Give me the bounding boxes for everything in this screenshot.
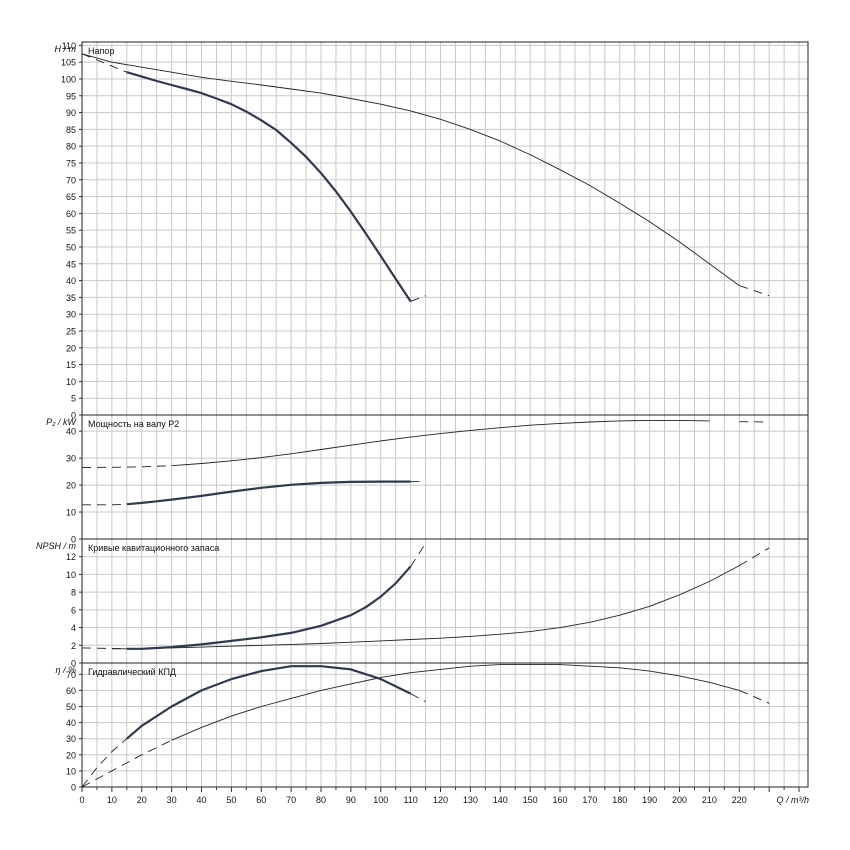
y-tick-label: 40 [66, 718, 76, 728]
y-tick-label: 55 [66, 226, 76, 236]
y-tick-label: 5 [71, 394, 76, 404]
curve-dashed-segment [81, 53, 127, 73]
y-tick-label: 95 [66, 91, 76, 101]
curve-dashed-segment [81, 739, 172, 788]
curve-line-thick [126, 71, 412, 303]
y-tick-label: 70 [66, 175, 76, 185]
y-tick-label: 6 [71, 605, 76, 615]
curve-dashed-segment [410, 295, 426, 302]
y-tick-label: 60 [66, 686, 76, 696]
x-tick-label: 90 [346, 795, 356, 805]
y-tick-label: 35 [66, 293, 76, 303]
y-tick-label: 4 [71, 623, 76, 633]
y-tick-label: 50 [66, 242, 76, 252]
curve-dashed-segment [739, 547, 770, 566]
curve-line-thick [126, 565, 412, 650]
y-tick-label: 40 [66, 276, 76, 286]
panel-title: Напор [88, 46, 114, 56]
y-tick-label: 10 [66, 766, 76, 776]
y-tick-label: 60 [66, 209, 76, 219]
y-axis-label: NPSH / m [36, 541, 77, 551]
x-tick-label: 190 [642, 795, 657, 805]
panel-frames [79, 41, 809, 792]
y-tick-label: 0 [71, 783, 76, 793]
curves [81, 53, 770, 788]
curve-line-thick [126, 480, 411, 506]
y-axis-label: η / % [55, 665, 76, 675]
x-tick-label: 20 [137, 795, 147, 805]
curve-dashed-segment [739, 689, 770, 704]
x-tick-label: 80 [316, 795, 326, 805]
x-tick-label: 100 [373, 795, 388, 805]
y-tick-label: 75 [66, 158, 76, 168]
y-tick-label: 50 [66, 702, 76, 712]
x-tick-label: 10 [107, 795, 117, 805]
panel-title: Гидравлический КПД [88, 667, 176, 677]
y-tick-label: 30 [66, 734, 76, 744]
panel-title: Мощность на валу P2 [88, 419, 179, 429]
curve-dashed-segment [410, 693, 426, 702]
y-tick-label: 30 [66, 310, 76, 320]
y-tick-label: 105 [61, 58, 76, 68]
x-tick-label: 140 [493, 795, 508, 805]
y-tick-label: 100 [61, 74, 76, 84]
curve-line-thin [171, 664, 740, 741]
x-tick-label: 220 [732, 795, 747, 805]
y-tick-label: 70 [66, 670, 76, 680]
y-tick-label: 0 [71, 659, 76, 669]
curve-line-thin [171, 419, 710, 467]
x-tick-label: 120 [433, 795, 448, 805]
x-tick-label: 0 [79, 795, 84, 805]
labels: 0510152025303540455055606570758085909510… [36, 41, 809, 805]
y-tick-label: 8 [71, 588, 76, 598]
x-axis-label: Q / m³/h [776, 795, 809, 805]
x-tick-label: 50 [226, 795, 236, 805]
x-tick-label: 60 [256, 795, 266, 805]
panel-frame [81, 662, 809, 788]
x-tick-label: 200 [672, 795, 687, 805]
y-tick-label: 12 [66, 552, 76, 562]
y-tick-label: 0 [71, 535, 76, 545]
y-tick-label: 80 [66, 142, 76, 152]
curve-line-thick [126, 665, 412, 740]
x-tick-label: 210 [702, 795, 717, 805]
y-tick-label: 20 [66, 750, 76, 760]
grid [82, 42, 808, 787]
y-tick-label: 45 [66, 259, 76, 269]
y-tick-label: 90 [66, 108, 76, 118]
curve-dashed-segment [739, 285, 770, 297]
y-tick-label: 85 [66, 125, 76, 135]
curve-line-thin [111, 565, 740, 650]
y-tick-label: 30 [66, 454, 76, 464]
y-tick-label: 2 [71, 641, 76, 651]
x-tick-label: 110 [403, 795, 417, 805]
y-tick-label: 10 [66, 508, 76, 518]
x-tick-label: 130 [463, 795, 478, 805]
curve-line-thin [81, 53, 740, 286]
x-tick-label: 180 [612, 795, 627, 805]
y-tick-label: 20 [66, 481, 76, 491]
x-tick-label: 170 [582, 795, 597, 805]
x-tick-label: 30 [167, 795, 177, 805]
y-tick-label: 110 [62, 41, 76, 51]
x-tick-label: 70 [286, 795, 296, 805]
y-tick-label: 20 [66, 343, 76, 353]
y-tick-label: 40 [66, 427, 76, 437]
x-tick-label: 150 [523, 795, 538, 805]
panel-title: Кривые кавитационного запаса [88, 543, 219, 553]
y-tick-label: 10 [66, 570, 76, 580]
y-tick-label: 0 [71, 411, 76, 421]
y-tick-label: 65 [66, 192, 76, 202]
y-axis-label: P₂ / kW [46, 417, 77, 427]
x-tick-label: 40 [196, 795, 206, 805]
y-tick-label: 10 [66, 377, 76, 387]
y-tick-label: 25 [66, 326, 76, 336]
curve-dashed-segment [81, 738, 128, 788]
curve-dashed-segment [81, 647, 127, 650]
x-tick-label: 160 [553, 795, 568, 805]
curve-dashed-segment [410, 543, 426, 567]
y-tick-label: 15 [66, 360, 76, 370]
y-axis-label: H / m [55, 44, 77, 54]
